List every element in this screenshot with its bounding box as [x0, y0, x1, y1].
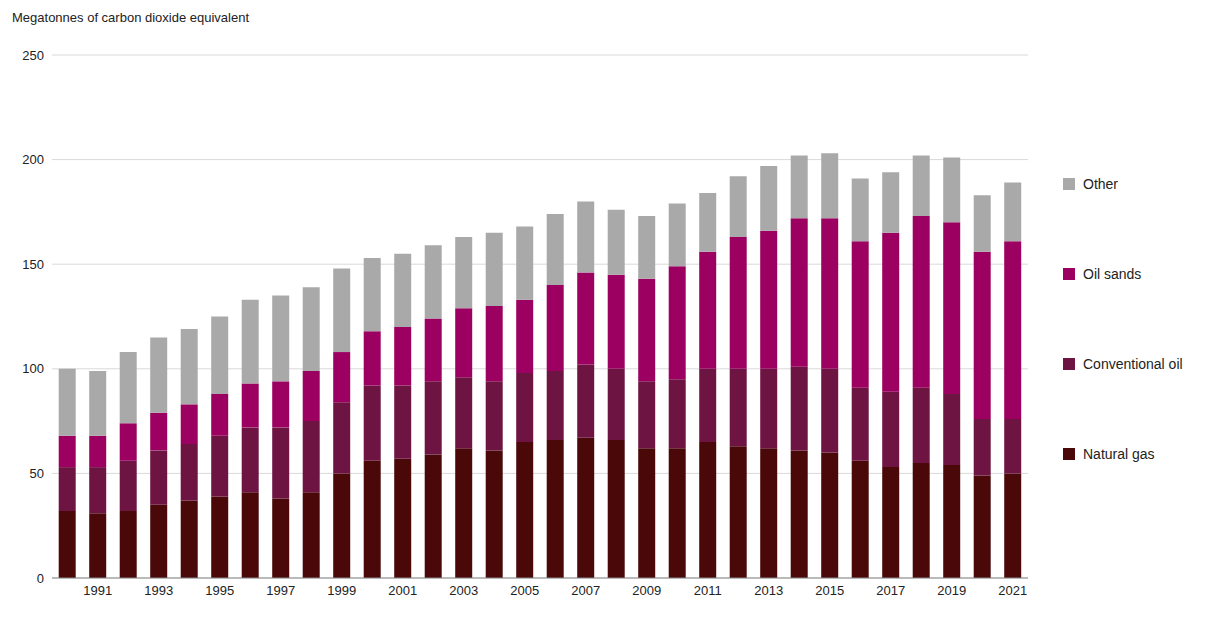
html-text:Conventional oil: Conventional oil — [1083, 356, 1183, 372]
html-text:Other: Other — [1083, 176, 1118, 192]
svg-text:200: 200 — [22, 152, 44, 167]
svg-text:1999: 1999 — [327, 583, 356, 598]
svg-text:1995: 1995 — [205, 583, 234, 598]
svg-text:100: 100 — [22, 361, 44, 376]
svg-text:2007: 2007 — [571, 583, 600, 598]
svg-text:2019: 2019 — [937, 583, 966, 598]
svg-text:2013: 2013 — [754, 583, 783, 598]
svg-text:2017: 2017 — [876, 583, 905, 598]
svg-text:1993: 1993 — [144, 583, 173, 598]
svg-text:50: 50 — [30, 466, 44, 481]
svg-text:2005: 2005 — [510, 583, 539, 598]
svg-text:2001: 2001 — [388, 583, 417, 598]
svg-text:2009: 2009 — [632, 583, 661, 598]
html-text:Megatonnes of carbon dioxide e: Megatonnes of carbon dioxide equivalent — [12, 10, 250, 25]
svg-text:2015: 2015 — [815, 583, 844, 598]
html-text:Oil sands: Oil sands — [1083, 266, 1142, 282]
svg-text:250: 250 — [22, 48, 44, 63]
svg-text:1991: 1991 — [83, 583, 112, 598]
svg-text:1997: 1997 — [266, 583, 295, 598]
html-text:Natural gas: Natural gas — [1083, 446, 1155, 462]
svg-text:0: 0 — [37, 571, 44, 586]
svg-text:2011: 2011 — [694, 583, 722, 598]
svg-text:2021: 2021 — [998, 583, 1027, 598]
svg-text:2003: 2003 — [449, 583, 478, 598]
svg-text:150: 150 — [22, 257, 44, 272]
